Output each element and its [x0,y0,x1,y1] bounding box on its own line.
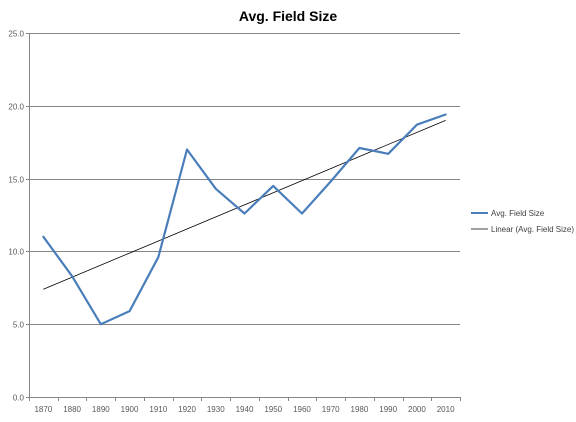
y-tick-label: 20.0 [8,103,24,112]
x-tick-label-1890: 1890 [92,405,110,414]
data-point-1890 [100,323,102,325]
trendline-linear [43,119,446,290]
x-tick-label-1920: 1920 [178,405,196,414]
x-axis-ticks: 1870 1880 1890 1900 1910 1920 1930 1940 1950 1960… [29,397,461,414]
x-tick-label-1940: 1940 [236,405,254,414]
data-point-1990 [387,153,389,155]
data-point-1930 [215,188,217,190]
data-point-1970 [330,180,332,182]
x-tick-label-1910: 1910 [149,405,167,414]
x-tick-label-1980: 1980 [351,405,369,414]
data-point-1910 [157,256,159,258]
legend: Avg. Field Size Linear (Avg. Field Size) [471,209,574,234]
data-point-1870 [42,236,44,238]
y-tick-label: 25.0 [8,30,24,39]
data-point-1940 [243,212,245,214]
series-layer [42,113,447,326]
trendline-layer [43,119,446,290]
data-point-1960 [301,212,303,214]
x-tick-label-1950: 1950 [264,405,282,414]
y-tick-label: 10.0 [8,248,24,257]
data-point-1880 [71,275,73,277]
x-tick-label-2010: 2010 [437,405,455,414]
series-line-avg-field-size [42,113,447,326]
data-point-1980 [358,147,360,149]
y-tick-label: 0.0 [13,394,25,403]
y-tick-label: 5.0 [13,321,25,330]
legend-label-trendline: Linear (Avg. Field Size) [491,225,574,234]
x-tick-label-1900: 1900 [121,405,139,414]
data-point-2010 [444,113,446,115]
x-tick-label-2000: 2000 [408,405,426,414]
x-tick-label-1930: 1930 [207,405,225,414]
data-point-2000 [416,124,418,126]
axes [29,33,460,398]
y-tick-label: 15.0 [8,176,24,185]
data-point-1900 [128,310,130,312]
gridlines [29,33,460,325]
y-axis-ticks: 0.0 5.0 10.0 15.0 20.0 25.0 [8,30,29,403]
x-tick-label-1870: 1870 [34,405,52,414]
x-tick-label-1970: 1970 [322,405,340,414]
data-point-1920 [186,148,188,150]
x-tick-label-1960: 1960 [293,405,311,414]
x-tick-label-1880: 1880 [63,405,81,414]
chart-title: Avg. Field Size [239,8,337,24]
legend-label-avg-field-size: Avg. Field Size [491,209,545,218]
x-tick-label-1990: 1990 [379,405,397,414]
data-point-1950 [272,185,274,187]
